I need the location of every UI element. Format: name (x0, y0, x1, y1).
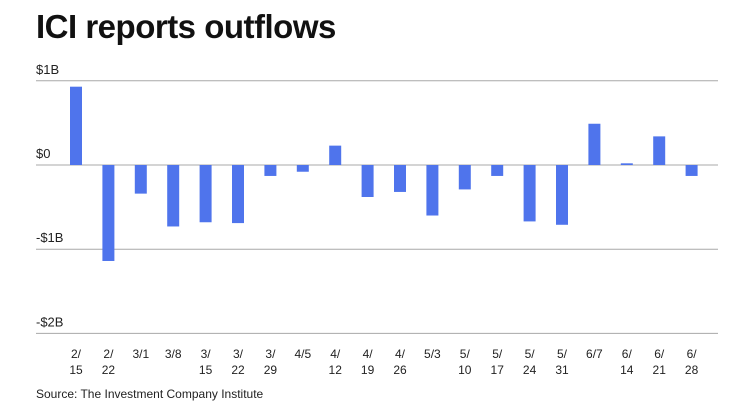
bar-4-26 (394, 165, 406, 192)
bar-3-8 (167, 165, 180, 227)
bar-4-12 (329, 145, 342, 165)
x-tick-label: 6/7 (586, 347, 603, 361)
x-tick-label: 12 (329, 363, 343, 377)
x-tick-label: 4/ (363, 347, 374, 361)
x-tick-label: 21 (653, 363, 667, 377)
x-tick-label: 28 (685, 363, 699, 377)
x-tick-label: 3/1 (132, 347, 149, 361)
bar-5-10 (458, 165, 471, 190)
bar-6-28 (685, 165, 698, 176)
bar-5-24 (523, 165, 536, 222)
x-tick-label: 10 (458, 363, 472, 377)
x-tick-label: 4/5 (294, 347, 311, 361)
bar-5-3 (426, 165, 439, 216)
x-tick-label: 22 (102, 363, 116, 377)
y-tick-label: -$1B (36, 230, 63, 245)
x-tick-label: 3/ (265, 347, 276, 361)
y-tick-label: $0 (36, 146, 50, 161)
x-tick-label: 14 (620, 363, 634, 377)
x-tick-label: 4/ (330, 347, 341, 361)
x-tick-label: 15 (69, 363, 83, 377)
y-tick-label: -$2B (36, 314, 63, 329)
x-tick-label: 22 (231, 363, 245, 377)
x-tick-label: 5/ (525, 347, 536, 361)
bar-5-17 (491, 165, 504, 176)
bar-3-29 (264, 165, 277, 176)
bar-6-7 (588, 123, 601, 165)
x-tick-label: 6/ (654, 347, 665, 361)
bar-2-22 (102, 165, 115, 261)
bar-6-14 (620, 163, 633, 165)
x-tick-label: 17 (491, 363, 505, 377)
x-tick-label: 31 (555, 363, 569, 377)
x-tick-label: 15 (199, 363, 213, 377)
bar-4-5 (296, 165, 309, 172)
x-tick-label: 6/ (687, 347, 698, 361)
bar-5-31 (556, 165, 568, 225)
chart-source: Source: The Investment Company Institute (36, 387, 264, 401)
bar-3-15 (199, 165, 212, 223)
bar-4-19 (361, 165, 374, 197)
chart-title: ICI reports outflows (36, 8, 336, 45)
x-tick-label: 5/ (557, 347, 568, 361)
y-tick-label: $1B (36, 62, 59, 77)
x-tick-label: 3/ (233, 347, 244, 361)
bar-3-1 (134, 165, 147, 194)
x-tick-label: 24 (523, 363, 537, 377)
x-tick-label: 5/ (492, 347, 503, 361)
bar-2-15 (70, 86, 82, 165)
x-tick-label: 2/ (71, 347, 82, 361)
x-tick-label: 4/ (395, 347, 406, 361)
x-tick-label: 5/ (460, 347, 471, 361)
x-tick-label: 29 (264, 363, 278, 377)
x-tick-label: 6/ (622, 347, 633, 361)
x-tick-label: 2/ (103, 347, 114, 361)
x-tick-label: 19 (361, 363, 375, 377)
x-tick-label: 5/3 (424, 347, 441, 361)
x-tick-label: 3/ (201, 347, 212, 361)
x-tick-label: 3/8 (165, 347, 182, 361)
bar-6-21 (653, 136, 666, 165)
x-tick-label: 26 (393, 363, 407, 377)
bar-3-22 (232, 165, 244, 224)
